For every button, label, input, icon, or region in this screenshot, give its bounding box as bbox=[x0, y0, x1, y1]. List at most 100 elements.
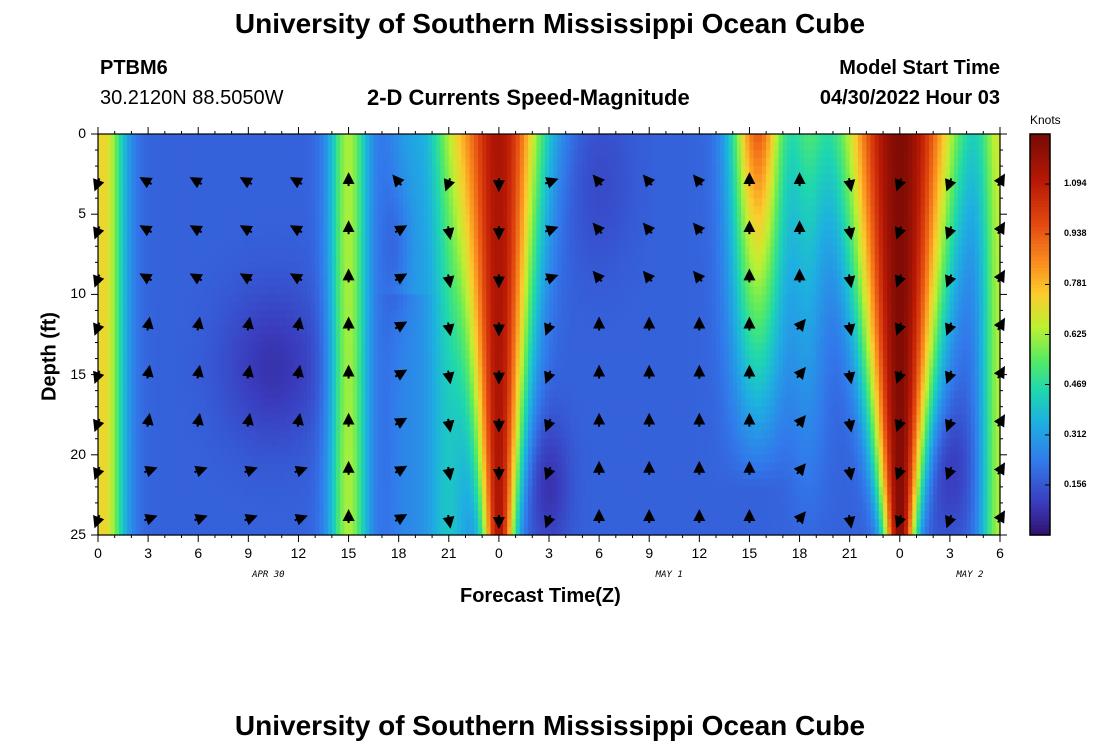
heat-cell bbox=[210, 310, 216, 320]
heat-cell bbox=[352, 294, 358, 304]
heat-cell bbox=[248, 502, 254, 512]
heat-cell bbox=[302, 382, 308, 392]
heat-cell bbox=[260, 286, 266, 295]
heat-cell bbox=[381, 150, 387, 159]
heat-cell bbox=[285, 478, 291, 488]
heat-cell bbox=[315, 134, 320, 143]
heat-cell bbox=[227, 150, 233, 159]
heat-cell bbox=[290, 462, 295, 472]
heat-cell bbox=[160, 238, 166, 247]
heat-cell bbox=[269, 406, 274, 416]
heat-cell bbox=[139, 438, 145, 448]
heat-cell bbox=[356, 446, 362, 456]
heat-cell bbox=[423, 286, 429, 295]
heat-cell bbox=[336, 302, 341, 312]
heat-cell bbox=[381, 502, 387, 512]
heat-cell bbox=[131, 206, 137, 215]
heat-cell bbox=[152, 222, 158, 231]
heat-cell bbox=[206, 238, 212, 247]
heat-cell bbox=[336, 390, 341, 400]
heat-cell bbox=[361, 430, 366, 440]
heat-cell bbox=[361, 526, 366, 536]
heat-cell bbox=[181, 206, 187, 215]
heat-cell bbox=[219, 278, 224, 287]
heat-cell bbox=[223, 430, 229, 440]
heat-cell bbox=[319, 334, 325, 344]
heat-cell bbox=[419, 158, 425, 167]
heat-cell bbox=[427, 318, 433, 328]
heat-cell bbox=[331, 150, 337, 159]
heat-cell bbox=[298, 214, 304, 223]
heat-cell bbox=[436, 142, 442, 151]
heat-cell bbox=[398, 166, 404, 175]
heat-cell bbox=[143, 302, 149, 312]
heat-cell bbox=[327, 222, 333, 231]
heat-cell bbox=[265, 358, 270, 368]
heat-cell bbox=[473, 510, 479, 520]
heat-cell bbox=[331, 526, 337, 536]
heat-cell bbox=[202, 446, 208, 456]
heat-cell bbox=[206, 382, 212, 392]
heat-cell bbox=[281, 422, 287, 432]
heat-cell bbox=[206, 438, 212, 448]
heat-cell bbox=[118, 486, 124, 496]
heat-cell bbox=[394, 406, 400, 416]
heat-cell bbox=[252, 406, 258, 416]
heat-cell bbox=[143, 286, 149, 295]
heat-cell bbox=[465, 270, 471, 279]
heat-cell bbox=[168, 206, 174, 215]
heat-cell bbox=[356, 334, 362, 344]
heat-cell bbox=[219, 526, 224, 536]
heat-cell bbox=[131, 254, 137, 263]
heat-cell bbox=[419, 398, 425, 408]
heat-cell bbox=[123, 422, 128, 432]
heat-cell bbox=[377, 438, 383, 448]
heat-cell bbox=[139, 270, 145, 279]
heat-cell bbox=[469, 390, 475, 400]
heat-cell bbox=[189, 342, 195, 352]
heat-cell bbox=[482, 318, 487, 328]
heat-cell bbox=[356, 190, 362, 199]
heat-cell bbox=[127, 158, 133, 167]
heat-cell bbox=[327, 198, 333, 207]
heat-cell bbox=[127, 286, 133, 295]
heat-cell bbox=[419, 470, 425, 480]
heat-cell bbox=[365, 398, 371, 408]
heat-cell bbox=[231, 518, 237, 528]
heat-cell bbox=[302, 342, 308, 352]
heat-cell bbox=[411, 166, 416, 175]
heat-cell bbox=[123, 246, 128, 255]
heat-cell bbox=[381, 254, 387, 263]
heat-cell bbox=[423, 382, 429, 392]
heat-cell bbox=[114, 358, 120, 368]
heat-cell bbox=[302, 206, 308, 215]
heat-cell bbox=[106, 134, 112, 143]
heat-cell bbox=[356, 510, 362, 520]
heat-cell bbox=[461, 174, 467, 183]
heat-cell bbox=[423, 158, 429, 167]
heat-cell bbox=[202, 278, 208, 287]
heat-cell bbox=[273, 446, 279, 456]
heat-cell bbox=[152, 486, 158, 496]
heat-cell bbox=[365, 190, 371, 199]
heat-cell bbox=[235, 246, 241, 255]
heat-cell bbox=[227, 446, 233, 456]
heat-cell bbox=[486, 366, 492, 376]
heat-cell bbox=[214, 358, 220, 368]
heat-cell bbox=[185, 510, 191, 520]
heat-cell bbox=[365, 350, 371, 360]
heat-cell bbox=[110, 422, 116, 432]
heat-cell bbox=[444, 494, 450, 504]
heat-cell bbox=[486, 278, 492, 287]
heat-cell bbox=[131, 502, 137, 512]
heat-cell bbox=[285, 470, 291, 480]
heat-cell bbox=[214, 270, 220, 279]
heat-cell bbox=[427, 430, 433, 440]
heat-cell bbox=[106, 214, 112, 223]
heat-cell bbox=[177, 318, 183, 328]
heat-cell bbox=[118, 206, 124, 215]
heat-cell bbox=[227, 222, 233, 231]
heat-cell bbox=[302, 214, 308, 223]
heat-cell bbox=[135, 454, 141, 464]
heat-cell bbox=[494, 510, 500, 520]
